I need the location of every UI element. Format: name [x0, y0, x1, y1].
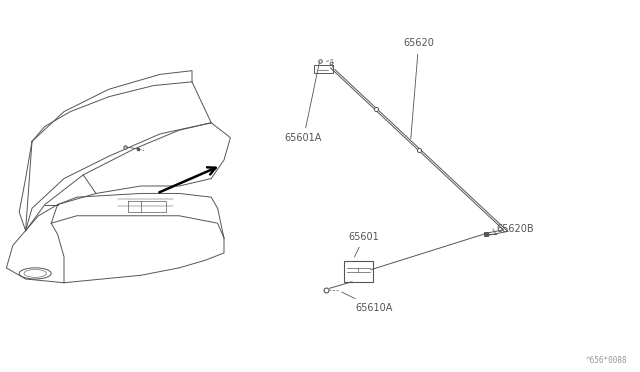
Text: 65610A: 65610A: [342, 292, 392, 312]
Text: ^656*0088: ^656*0088: [586, 356, 627, 365]
FancyBboxPatch shape: [314, 65, 333, 73]
Text: 65601: 65601: [349, 232, 380, 257]
Text: 65620B: 65620B: [496, 224, 534, 234]
FancyBboxPatch shape: [344, 261, 373, 282]
Text: 65620: 65620: [403, 38, 434, 139]
Text: 65601A: 65601A: [285, 62, 322, 143]
